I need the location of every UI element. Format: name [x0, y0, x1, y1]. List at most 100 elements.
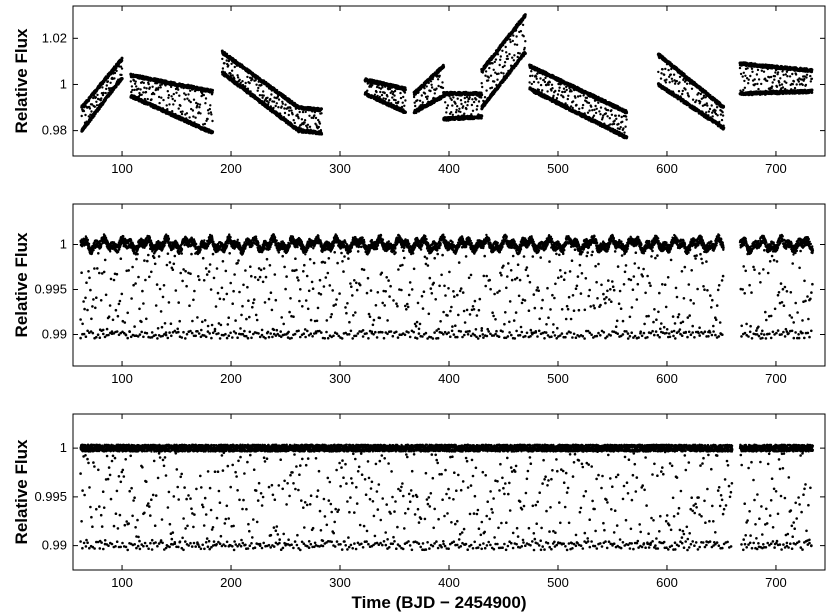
y-tick-label: 1 [60, 76, 67, 91]
data-point [599, 113, 602, 116]
data-point [581, 103, 585, 107]
data-point [104, 91, 107, 95]
data-point [523, 52, 527, 55]
data-point [399, 96, 403, 100]
data-point [615, 117, 618, 121]
data-point [386, 95, 389, 98]
data-point [181, 110, 184, 113]
data-point [476, 104, 479, 108]
data-point [587, 101, 591, 105]
data-point [686, 92, 689, 95]
data-point [451, 113, 454, 117]
data-point [184, 93, 187, 97]
data-point [423, 92, 427, 95]
data-point [381, 86, 384, 89]
data-point [463, 112, 466, 115]
data-point [82, 109, 86, 113]
data-point [677, 90, 681, 93]
data-point [483, 96, 487, 99]
data-point [241, 80, 244, 83]
data-point [397, 100, 400, 104]
data-point [562, 87, 566, 90]
data-point [673, 82, 677, 85]
data-point [672, 73, 676, 76]
data-point [514, 29, 518, 32]
data-point [661, 68, 664, 71]
data-point [416, 99, 419, 102]
data-point [387, 99, 391, 102]
data-point [678, 75, 682, 79]
x-tick-label: 500 [547, 161, 569, 176]
data-point [588, 109, 591, 112]
data-point [107, 87, 111, 90]
data-point [366, 89, 369, 92]
data-point [452, 96, 455, 99]
data-point [230, 62, 233, 65]
data-point [446, 104, 450, 107]
data-point [579, 94, 582, 98]
data-point [429, 89, 432, 93]
data-point [298, 110, 301, 114]
data-point [475, 98, 478, 101]
data-point [699, 100, 702, 103]
data-point [491, 62, 494, 65]
data-point [472, 100, 476, 104]
data-point [320, 107, 323, 111]
data-point [172, 92, 175, 96]
data-point [603, 122, 606, 125]
data-point [379, 90, 382, 94]
data-point [130, 90, 133, 94]
data-point [211, 119, 214, 123]
data-point [441, 86, 445, 90]
data-point [256, 89, 259, 92]
data-point [384, 97, 387, 101]
data-point [162, 98, 165, 102]
data-point [262, 94, 265, 97]
data-point [543, 80, 547, 84]
data-point [570, 90, 573, 93]
data-point [576, 95, 580, 98]
data-point [442, 65, 446, 69]
data-point [529, 74, 532, 78]
data-point [145, 87, 148, 90]
data-point [484, 70, 488, 73]
data-point [586, 111, 590, 114]
data-point [614, 114, 617, 117]
data-point [508, 38, 512, 41]
data-point [670, 77, 674, 81]
data-point [565, 88, 568, 92]
data-point [657, 70, 660, 74]
data-point [468, 96, 471, 99]
data-point [92, 96, 95, 100]
data-point [417, 91, 420, 94]
data-point [431, 77, 434, 81]
data-point [684, 88, 687, 91]
data-point [513, 54, 516, 57]
data-point [454, 102, 457, 105]
data-point [272, 106, 275, 110]
data-point [244, 81, 247, 85]
data-point [539, 77, 542, 80]
data-point [94, 96, 98, 99]
data-point [496, 53, 500, 56]
data-point [535, 77, 538, 81]
data-point [460, 102, 463, 106]
data-point [131, 88, 134, 92]
data-point [462, 105, 465, 108]
data-point [289, 106, 292, 110]
data-point [267, 101, 270, 104]
data-point [557, 89, 561, 92]
data-point [169, 85, 173, 89]
data-point [532, 80, 536, 84]
data-point [530, 82, 533, 86]
data-point [290, 109, 293, 112]
data-point [521, 23, 525, 27]
data-point [120, 67, 124, 70]
data-point [623, 131, 626, 134]
data-point [608, 117, 611, 120]
data-point [404, 110, 407, 114]
data-point [258, 94, 262, 97]
data-point [599, 106, 603, 109]
data-point [270, 93, 273, 96]
